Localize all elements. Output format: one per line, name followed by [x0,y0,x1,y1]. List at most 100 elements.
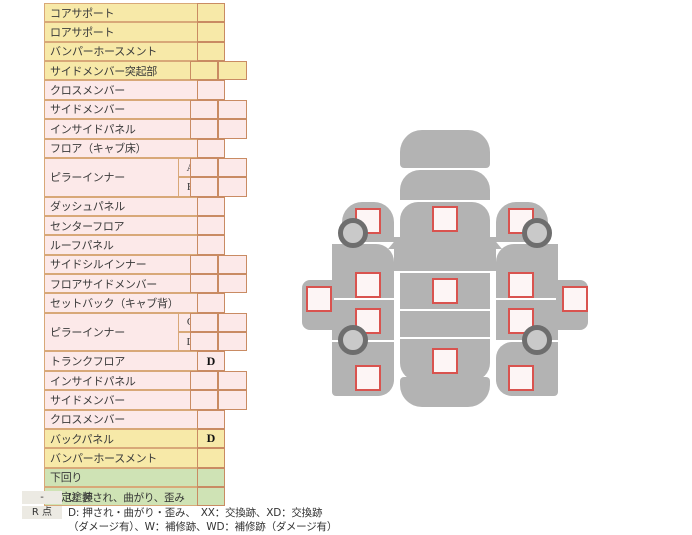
mark-box-center-2 [432,278,458,304]
structure-label: バックパネル [44,428,204,449]
damage-mark: D [206,431,216,446]
damage-cell-center [197,428,225,449]
damage-cell-center [197,293,225,313]
legend: - U: 押され、曲がり、歪み R 点 D: 押され・曲がり・歪み、 XX：交換… [22,491,422,535]
table-row: クロスメンバー [44,80,250,100]
table-row: サイドメンバー [44,99,250,120]
table-row: ピラーインナーA [44,157,250,197]
structure-label: セットバック（キャブ背） [44,293,204,313]
table-row: センターフロア [44,215,250,236]
table-row: セットバック（キャブ背） [44,293,250,313]
damage-cell-center [197,235,225,255]
center-panel-front-bumper [400,377,490,407]
damage-cell-center [197,3,225,23]
mark-box-center-3 [432,348,458,374]
table-row: インサイドパネル [44,370,250,391]
center-panel-roof-flare-left [388,237,398,249]
mark-box-left-3 [306,286,332,312]
damage-cell-center [197,351,225,371]
damage-cell-left [190,177,218,197]
table-row: サイドシルインナー [44,254,250,275]
structure-label: サイドメンバー [44,390,204,410]
damage-cell-center [197,196,225,216]
center-panel-roof [394,237,496,271]
damage-cell-right [218,370,247,391]
table-row: サイドメンバー [44,390,250,410]
structure-label: サイドメンバー [44,99,204,120]
damage-cell-right [218,99,247,120]
legend-key-rpoint: R 点 [22,505,62,519]
structure-label: サイドメンバー突起部 [44,61,204,81]
table-row: フロアサイドメンバー [44,274,250,294]
damage-cell-center [197,80,225,100]
structure-label: バンパーホースメント [44,448,204,468]
structure-label: フロア（キャブ床） [44,138,204,158]
damage-cell-center [197,409,225,429]
table-row: バンパーホースメント [44,41,250,62]
damage-cell-right [218,254,247,275]
table-row: クロスメンバー [44,409,250,429]
damage-cell-right [218,274,247,294]
structure-label: インサイドパネル [44,119,204,139]
table-row: ロアサポート [44,22,250,42]
structure-label: ロアサポート [44,22,204,42]
legend-text-2: D: 押され・曲がり・歪み、 XX：交換跡、XD：交換跡 [68,506,323,519]
left-wheel-icon [338,218,368,248]
table-row: 下回り [44,467,250,487]
table-row: サイドメンバー突起部 [44,61,250,81]
structure-label: クロスメンバー [44,409,204,429]
damage-cell-left [190,274,218,294]
structure-label: インサイドパネル [44,370,204,391]
damage-mark: D [206,353,216,368]
structure-label: ピラーインナー [44,312,179,352]
legend-key-dash: - [22,491,62,504]
damage-cell-center [197,215,225,236]
damage-cell-right [218,332,247,352]
mark-box-right-2 [508,272,534,298]
center-panel-roof-flare-right [492,237,502,249]
damage-cell-right [218,390,247,410]
damage-cell-left [190,370,218,391]
structure-label: フロアサイドメンバー [44,274,204,294]
structure-label: コアサポート [44,3,204,23]
table-row: コアサポート [44,3,250,23]
table-row: トランクフロア D [44,351,250,371]
left-wheel-rear-icon [338,325,368,355]
legend-text-3: （ダメージ有）、W：補修跡、WD：補修跡（ダメージ有） [68,521,338,533]
damage-cell-left [190,61,218,81]
center-panel-cowl [400,311,490,337]
damage-cell-right [218,61,247,81]
mark-box-right-5 [508,365,534,391]
structure-label: ピラーインナー [44,157,179,197]
structure-label: トランクフロア [44,351,204,371]
damage-cell-left [190,312,218,333]
right-wheel-rear-icon [522,325,552,355]
damage-cell-right [218,157,247,178]
table-row: ルーフパネル [44,235,250,255]
table-row: B [44,177,250,197]
legend-row-2: R 点 D: 押され・曲がり・歪み、 XX：交換跡、XD：交換跡 [22,505,422,521]
damage-cell-left [190,99,218,120]
damage-cell-center [197,22,225,42]
mark-box-left-4 [355,308,381,334]
structure-label: ダッシュパネル [44,196,204,216]
damage-cell-right [218,312,247,333]
damage-cell-center [197,487,225,507]
center-panel-trunk [400,170,490,200]
mark-box-right-3 [562,286,588,312]
structure-label: バンパーホースメント [44,41,204,62]
legend-text-1: U: 押され、曲がり、歪み [68,492,185,504]
damage-cell-center [197,41,225,62]
structure-label: サイドシルインナー [44,254,204,275]
mark-box-center-1 [432,206,458,232]
table-row: バックパネル D [44,428,250,449]
damage-cell-left [190,254,218,275]
table-row: ピラーインナーC [44,312,250,352]
structure-label: 下回り [44,467,204,487]
structure-label: ルーフパネル [44,235,204,255]
damage-cell-right [218,177,247,197]
damage-cell-left [190,119,218,139]
right-wheel-icon [522,218,552,248]
table-row: インサイドパネル [44,119,250,139]
damage-cell-center [197,138,225,158]
